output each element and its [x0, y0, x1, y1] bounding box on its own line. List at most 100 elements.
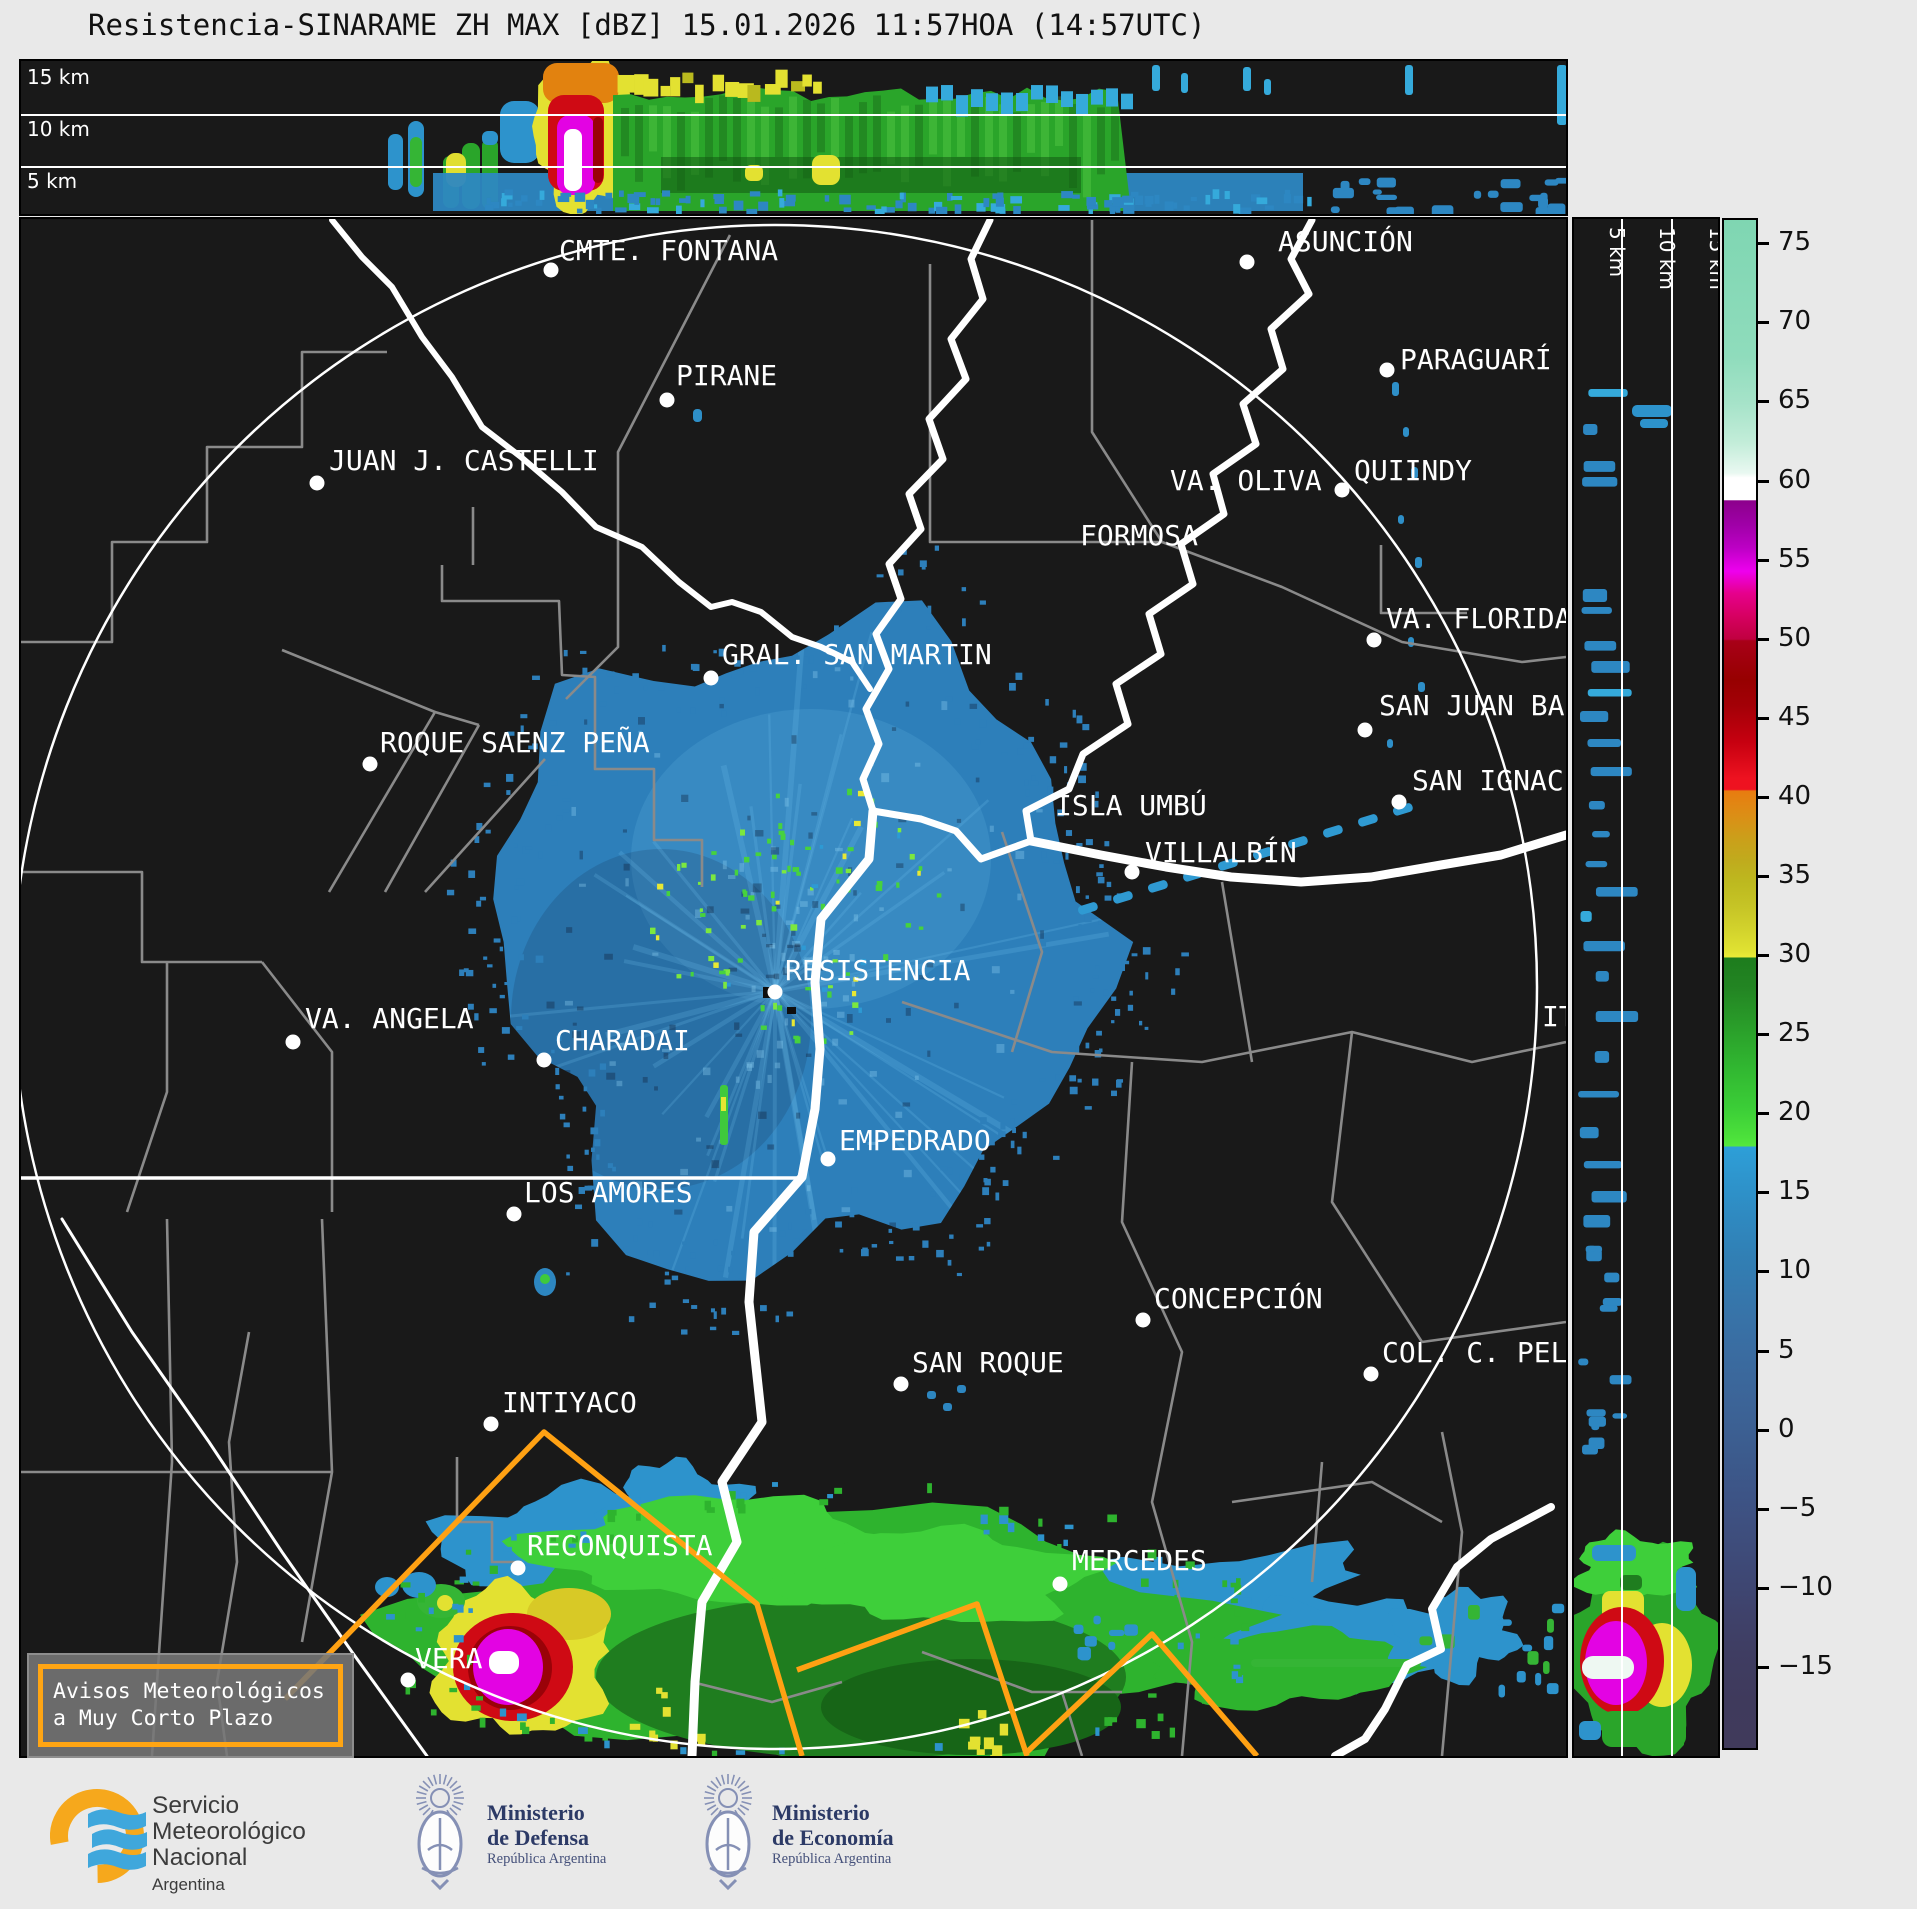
side-altitude-label: 10 km [1655, 227, 1679, 290]
city-label: FORMOSA [1080, 519, 1198, 552]
warning-legend-border: Avisos Meteorológicos a Muy Corto Plazo [38, 1664, 343, 1747]
colorbar-tick-label: 65 [1778, 385, 1812, 416]
colorbar-tick [1757, 1112, 1769, 1116]
city-label: COL. C. PELLEGRINI [1382, 1336, 1566, 1369]
city-dot [362, 756, 378, 772]
defensa-ministry-line2: de Defensa [487, 1825, 590, 1851]
city-label: MERCEDES [1072, 1544, 1207, 1577]
colorbar-tick [1757, 1665, 1769, 1669]
city-label: LOS AMORES [524, 1176, 693, 1209]
city-dot [543, 262, 559, 278]
defensa-coat-of-arms-icon [416, 1774, 464, 1891]
radar-map: CMTE. FONTANA ASUNCIÓN PIRANE PARAGUARÍ JUAN… [21, 219, 1566, 1756]
colorbar-tick-label: 0 [1778, 1413, 1795, 1444]
city-label: GRAL. SAN MARTIN [722, 638, 992, 671]
altitude-label-5km: 5 km [27, 169, 78, 193]
colorbar-tick [1757, 637, 1769, 641]
colorbar-tick-label: 50 [1778, 622, 1812, 653]
colorbar-tick-label: 40 [1778, 780, 1812, 811]
colorbar-tick [1757, 1586, 1769, 1590]
warning-legend-line2: a Muy Corto Plazo [53, 1705, 274, 1731]
city-label: VA. FLORIDA [1386, 602, 1566, 635]
economia-ministry-line2: de Economía [772, 1825, 894, 1851]
economia-republic-label: República Argentina [772, 1850, 892, 1867]
city-dot [1239, 254, 1255, 270]
colorbar-tick-label: −10 [1778, 1571, 1833, 1602]
colorbar-tick-label: 30 [1778, 938, 1812, 969]
colorbar-tick [1757, 1191, 1769, 1195]
colorbar-tick-label: 35 [1778, 859, 1812, 890]
city-label: SAN IGNACIO [1412, 764, 1566, 797]
city-label: CMTE. FONTANA [559, 234, 778, 267]
ns-cross-section-panel: 5 km 10 km 15 km [1572, 217, 1720, 1758]
city-label: ROQUE SAENZ PEÑA [380, 725, 650, 759]
city-label: ITATÍ [1542, 999, 1566, 1033]
smn-name-line2: Meteorológico [152, 1818, 306, 1845]
colorbar-tick [1757, 400, 1769, 404]
city-dot [1366, 632, 1382, 648]
side-altitude-label: 15 km [1705, 227, 1718, 290]
city-label: ASUNCIÓN [1278, 224, 1413, 258]
altitude-label-15km: 15 km [27, 65, 90, 89]
colorbar-tick [1757, 321, 1769, 325]
colorbar-tick [1757, 954, 1769, 958]
city-label: PIRANE [676, 359, 777, 392]
city-label: CHARADAI [555, 1024, 690, 1057]
city-label: VILLALBÍN [1145, 835, 1297, 869]
city-label: RECONQUISTA [527, 1529, 713, 1562]
colorbar-tick-label: 60 [1778, 464, 1812, 495]
colorbar-tick-label: −15 [1778, 1650, 1833, 1681]
radar-map-panel: CMTE. FONTANA ASUNCIÓN PIRANE PARAGUARÍ JUAN… [19, 217, 1568, 1758]
page-title: Resistencia-SINARAME ZH MAX [dBZ] 15.01.… [88, 8, 1206, 42]
altitude-label-10km: 10 km [27, 117, 90, 141]
city-label: SAN ROQUE [912, 1346, 1064, 1379]
colorbar-tick-label: 45 [1778, 701, 1812, 732]
city-dot [659, 392, 675, 408]
colorbar-tick [1757, 242, 1769, 246]
colorbar-tick [1757, 875, 1769, 879]
smn-name-line3: Nacional [152, 1844, 248, 1871]
city-dot [703, 670, 719, 686]
city-dot [285, 1034, 301, 1050]
defensa-republic-label: República Argentina [487, 1850, 607, 1867]
city-dot [1135, 1312, 1151, 1328]
colorbar-tick [1757, 1507, 1769, 1511]
city-dot [1052, 1576, 1068, 1592]
colorbar-tick [1757, 479, 1769, 483]
city-label: VERA [415, 1642, 483, 1675]
economia-coat-of-arms-icon [704, 1774, 752, 1891]
city-label: INTIYACO [502, 1386, 637, 1419]
city-label: RESISTENCIA [785, 954, 971, 987]
city-dot [483, 1416, 499, 1432]
colorbar-tick [1757, 1349, 1769, 1353]
city-label: EMPEDRADO [839, 1124, 991, 1157]
ew-cross-section-plot [21, 61, 1566, 214]
city-label: ISLA UMBÚ [1055, 788, 1207, 822]
smn-name-line1: Servicio [152, 1792, 240, 1819]
colorbar-tick-label: 70 [1778, 306, 1812, 337]
city-dot [1363, 1366, 1379, 1382]
colorbar-tick-label: −5 [1778, 1492, 1817, 1523]
city-dot [1334, 482, 1350, 498]
colorbar-tick-label: 15 [1778, 1176, 1812, 1207]
city-dot [506, 1206, 522, 1222]
city-label: QUIINDY [1354, 454, 1472, 487]
city-dot [510, 1560, 526, 1576]
colorbar-tick [1757, 716, 1769, 720]
colorbar-tick-label: 55 [1778, 543, 1812, 574]
colorbar-tick-label: 25 [1778, 1017, 1812, 1048]
smn-logo-icon [50, 1789, 147, 1883]
smn-country-label: Argentina [152, 1875, 225, 1894]
ns-cross-section-plot: 5 km 10 km 15 km [1574, 219, 1718, 1756]
warning-legend-line1: Avisos Meteorológicos [53, 1678, 325, 1704]
colorbar-tick [1757, 558, 1769, 562]
city-label: CONCEPCIÓN [1154, 1281, 1323, 1315]
colorbar-tick [1757, 1428, 1769, 1432]
city-dot [536, 1052, 552, 1068]
city-label: PARAGUARÍ [1400, 342, 1552, 376]
city-dot [1124, 864, 1140, 880]
colorbar-tick-label: 75 [1778, 227, 1812, 258]
city-label: SAN JUAN BAUTISTA [1379, 689, 1566, 722]
city-dot [893, 1376, 909, 1392]
